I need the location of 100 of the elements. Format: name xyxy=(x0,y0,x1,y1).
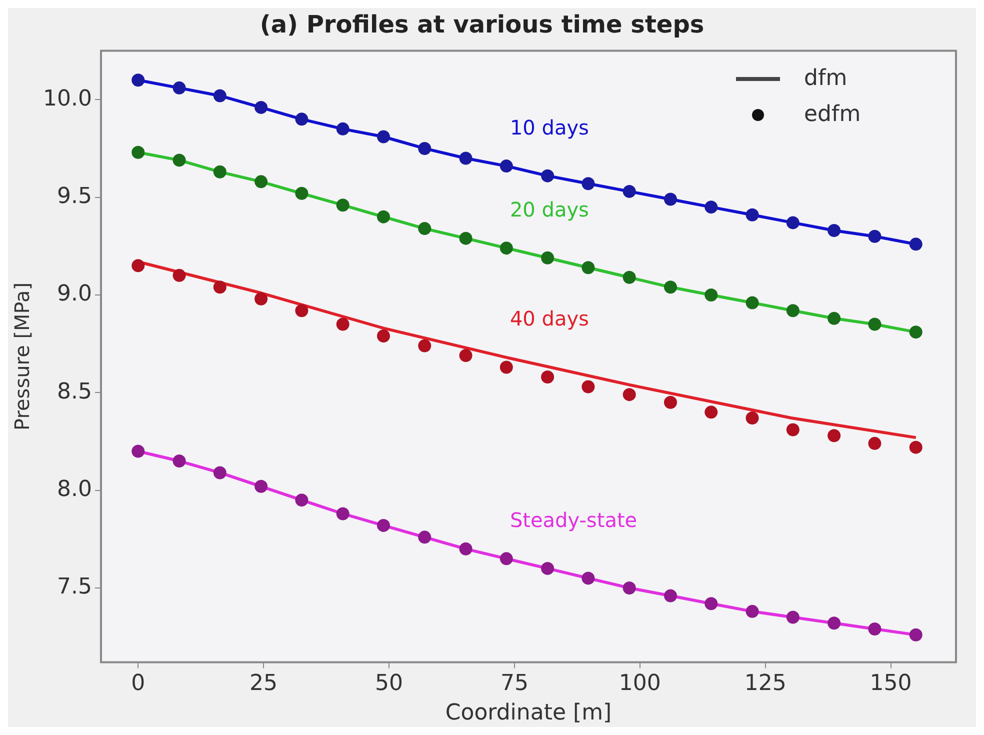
x-tick-label: 25 xyxy=(250,671,278,696)
point xyxy=(459,232,472,245)
annotation: dfm xyxy=(804,66,848,92)
point xyxy=(541,169,554,182)
point xyxy=(541,562,554,575)
point xyxy=(336,198,350,212)
point xyxy=(622,184,636,198)
point xyxy=(704,288,718,302)
x-tick-label: 50 xyxy=(375,671,403,696)
point xyxy=(500,360,513,374)
y-tick-label: 8.5 xyxy=(56,379,92,404)
point xyxy=(909,238,922,251)
point xyxy=(664,396,677,409)
point xyxy=(704,597,718,610)
point xyxy=(500,242,513,255)
point xyxy=(295,494,308,507)
point xyxy=(746,208,759,222)
point xyxy=(132,444,145,458)
point xyxy=(376,210,390,224)
x-tick-label: 0 xyxy=(131,671,146,696)
point xyxy=(172,454,186,468)
annotation: edfm xyxy=(804,102,861,128)
point xyxy=(132,146,145,159)
series-label: Steady-state xyxy=(510,508,638,532)
point xyxy=(213,466,226,480)
x-axis-title: Coordinate [m] xyxy=(445,700,612,726)
x-tick-label: 150 xyxy=(870,671,912,696)
point xyxy=(909,628,922,642)
point xyxy=(295,186,308,200)
x-tick-label: 125 xyxy=(744,671,786,696)
point xyxy=(582,261,595,274)
point xyxy=(213,280,226,294)
point xyxy=(868,230,882,243)
point xyxy=(704,406,718,419)
point xyxy=(868,436,882,450)
point xyxy=(172,154,186,167)
point xyxy=(828,224,841,238)
point xyxy=(746,296,759,310)
point xyxy=(500,160,513,173)
point xyxy=(132,74,145,87)
point xyxy=(786,304,800,318)
point xyxy=(582,177,595,190)
point xyxy=(704,200,718,214)
point xyxy=(459,542,472,556)
point xyxy=(295,304,308,318)
point xyxy=(213,165,226,178)
chart-title: (a) Profiles at various time steps xyxy=(260,10,704,39)
point xyxy=(828,429,841,442)
x-tick-label: 75 xyxy=(500,671,528,696)
point xyxy=(664,192,677,206)
y-tick-label: 8.0 xyxy=(56,477,92,502)
point xyxy=(828,616,841,630)
point xyxy=(254,175,268,188)
point xyxy=(622,270,636,284)
point xyxy=(254,480,268,493)
y-axis-title: Pressure [MPa] xyxy=(10,282,34,431)
point xyxy=(582,572,595,585)
point xyxy=(336,507,350,520)
y-tick-label: 9.5 xyxy=(56,184,92,210)
point xyxy=(254,292,268,306)
series-label: 10 days xyxy=(510,115,589,140)
point xyxy=(664,589,677,602)
point xyxy=(500,552,513,566)
point xyxy=(664,280,677,294)
point xyxy=(828,312,841,325)
point xyxy=(786,216,800,230)
series-label: 40 days xyxy=(510,306,589,331)
point xyxy=(418,530,432,544)
point xyxy=(909,440,922,454)
point xyxy=(418,339,432,352)
point xyxy=(376,518,390,532)
point xyxy=(336,122,350,136)
point xyxy=(418,142,432,155)
series-label: 20 days xyxy=(510,198,589,222)
point xyxy=(254,100,268,114)
point xyxy=(582,380,595,394)
point xyxy=(541,251,554,264)
point xyxy=(213,89,226,102)
point xyxy=(786,610,800,624)
point xyxy=(868,622,882,636)
y-tick-label: 9.0 xyxy=(56,282,92,307)
point xyxy=(459,152,472,165)
point xyxy=(622,581,636,594)
point xyxy=(868,318,882,331)
point xyxy=(746,604,759,618)
y-tick-label: 10.0 xyxy=(43,86,92,112)
point xyxy=(132,259,145,272)
point xyxy=(418,222,432,236)
x-tick-label: 100 xyxy=(618,671,661,696)
point xyxy=(786,423,800,436)
point xyxy=(295,112,308,126)
point xyxy=(541,370,554,384)
point xyxy=(746,412,759,425)
point xyxy=(376,329,390,342)
point xyxy=(376,130,390,144)
point xyxy=(459,349,472,362)
point xyxy=(172,268,186,282)
y-tick-label: 7.5 xyxy=(56,574,92,600)
point xyxy=(336,318,350,331)
point xyxy=(172,81,186,94)
